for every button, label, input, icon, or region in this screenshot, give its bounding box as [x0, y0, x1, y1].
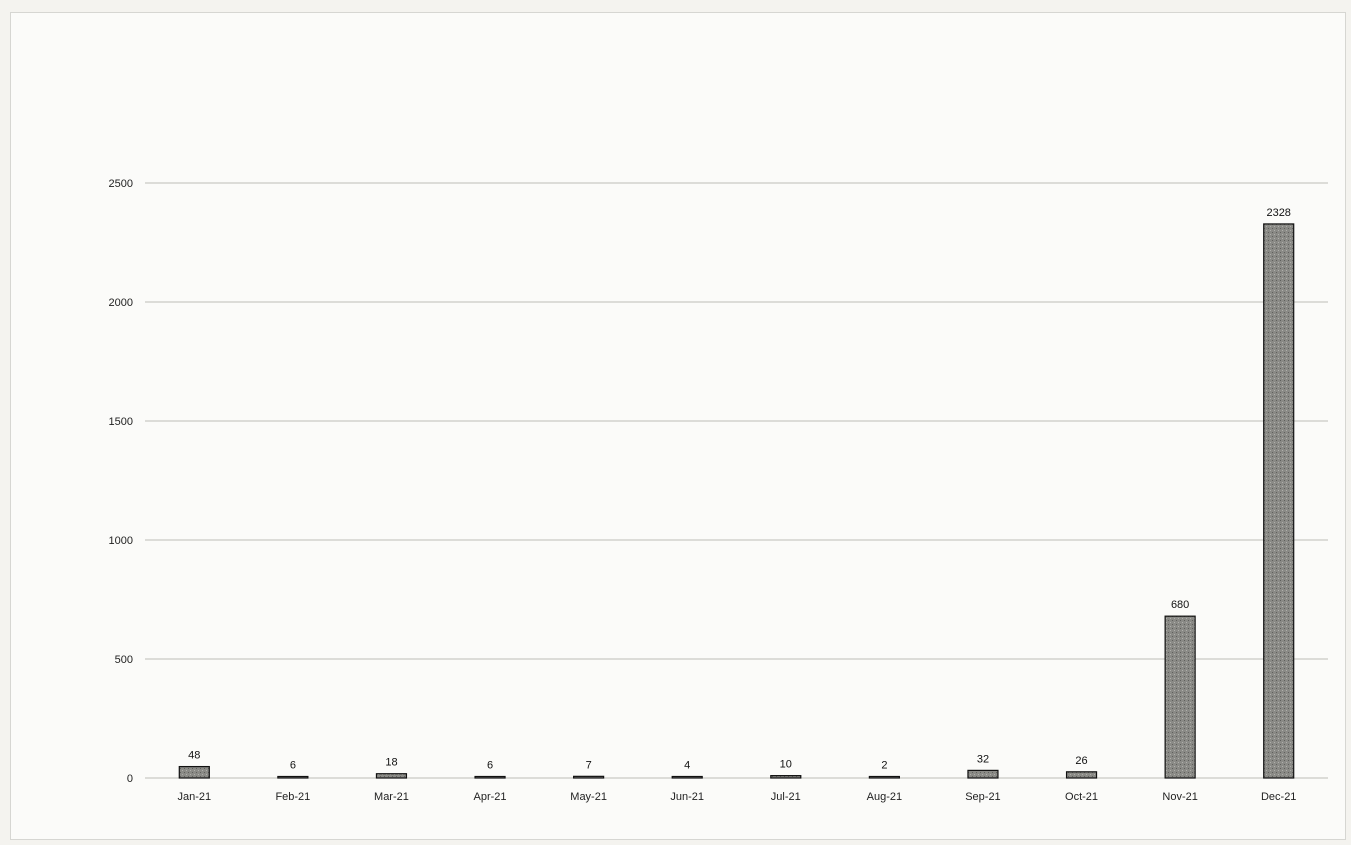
x-tick-label: Feb-21: [275, 791, 310, 803]
bar: [178, 765, 210, 779]
data-label: 26: [1075, 755, 1087, 767]
y-tick-label: 2500: [109, 178, 133, 190]
x-tick-label: Jul-21: [771, 791, 801, 803]
x-tick-label: Apr-21: [474, 791, 507, 803]
x-tick-label: Dec-21: [1261, 791, 1296, 803]
data-label: 48: [188, 750, 200, 762]
bar: [474, 775, 506, 779]
data-label: 4: [684, 760, 690, 772]
y-tick-label: 2000: [109, 297, 133, 309]
y-tick-label: 1500: [109, 416, 133, 428]
bar: [375, 773, 408, 779]
x-tick-label: Mar-21: [374, 791, 409, 803]
bar: [770, 775, 802, 779]
x-tick-label: Jun-21: [670, 791, 704, 803]
x-tick-label: Oct-21: [1065, 791, 1098, 803]
x-tick-label: May-21: [570, 791, 607, 803]
chart-frame: [10, 12, 1346, 840]
data-label: 2328: [1266, 207, 1290, 219]
bar: [573, 775, 605, 779]
x-tick-label: Nov-21: [1162, 791, 1197, 803]
bar: [967, 769, 999, 779]
bar: [671, 775, 703, 779]
y-tick-label: 0: [127, 773, 133, 785]
bar: [277, 775, 309, 779]
bar: [868, 775, 900, 779]
y-tick-label: 500: [115, 654, 133, 666]
bar: [1164, 615, 1196, 779]
x-tick-label: Jan-21: [177, 791, 211, 803]
data-label: 6: [487, 760, 493, 772]
data-label: 680: [1171, 599, 1189, 611]
x-tick-label: Aug-21: [867, 791, 902, 803]
data-label: 6: [290, 760, 296, 772]
bar: [1263, 223, 1295, 779]
data-label: 10: [780, 759, 792, 771]
data-label: 18: [385, 757, 397, 769]
bar: [1065, 771, 1098, 779]
x-tick-label: Sep-21: [965, 791, 1000, 803]
data-label: 2: [881, 760, 887, 772]
y-tick-label: 1000: [109, 535, 133, 547]
data-label: 7: [586, 759, 592, 771]
data-label: 32: [977, 753, 989, 765]
